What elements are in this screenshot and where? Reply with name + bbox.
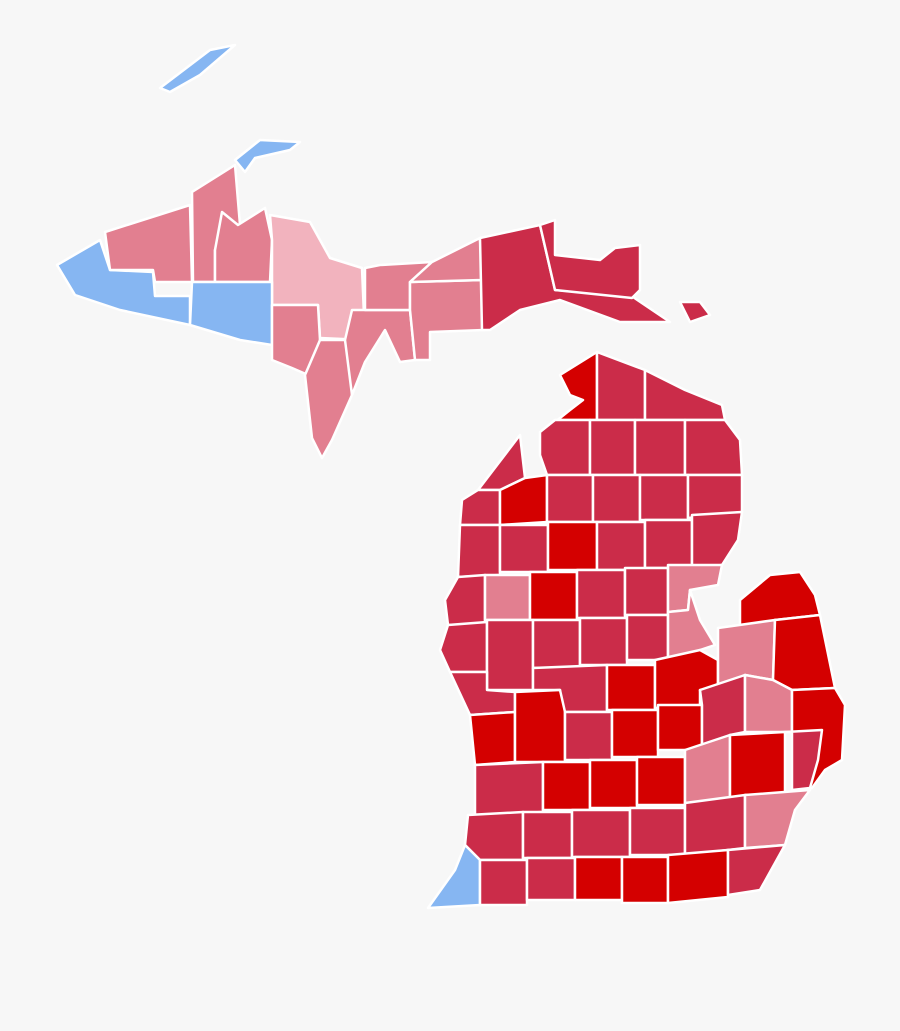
county-region (625, 613, 670, 662)
county-region (528, 570, 579, 622)
county-region (478, 223, 672, 332)
county-region (743, 788, 812, 850)
county-region (595, 350, 647, 422)
county-region (303, 338, 354, 460)
county-region (591, 473, 642, 524)
county-region (513, 688, 567, 764)
county-region (103, 203, 194, 284)
county-region (633, 418, 687, 477)
county-region (233, 138, 302, 174)
county-region (458, 488, 502, 527)
county-region (213, 206, 274, 284)
county-region (563, 710, 614, 762)
county-region (525, 856, 577, 902)
county-region (521, 810, 574, 860)
county-region (408, 236, 484, 284)
county-region (158, 43, 237, 94)
county-region (343, 308, 417, 397)
county-region (623, 566, 670, 617)
county-region (683, 793, 747, 857)
county-region (588, 758, 639, 810)
county-region (678, 300, 712, 324)
county-region (473, 760, 545, 817)
county-region (531, 618, 582, 670)
county-region (643, 518, 694, 570)
county-region (538, 218, 642, 300)
county-region (546, 520, 599, 572)
county-region (573, 855, 624, 902)
county-region (656, 703, 704, 752)
county-region (643, 368, 727, 422)
county-region (666, 848, 730, 905)
county-region (728, 730, 787, 802)
county-region (620, 855, 670, 905)
county-region (783, 728, 824, 792)
county-region (588, 418, 637, 477)
county-region (188, 280, 274, 347)
county-region (635, 755, 687, 807)
county-region (628, 806, 687, 857)
county-region (726, 843, 787, 897)
county-region (575, 568, 627, 620)
county-region (456, 523, 502, 579)
county-region (426, 843, 482, 910)
county-region (690, 510, 744, 570)
county-region (541, 760, 592, 812)
county-region (468, 710, 517, 767)
county-region (610, 708, 660, 759)
county-region (771, 613, 837, 692)
county-region (443, 573, 487, 627)
county-region (483, 573, 532, 622)
county-region (578, 616, 629, 667)
county-region (545, 473, 595, 524)
county-region (408, 278, 486, 362)
county-region (595, 520, 647, 572)
county-region (55, 238, 192, 327)
county-region (683, 418, 744, 477)
county-region (605, 663, 657, 712)
county-region (538, 418, 592, 477)
county-region (543, 350, 599, 432)
county-region (438, 620, 489, 674)
county-region (478, 858, 529, 907)
county-region (570, 808, 632, 859)
county-region (498, 523, 550, 574)
county-region (638, 473, 690, 522)
county-region (485, 618, 535, 692)
